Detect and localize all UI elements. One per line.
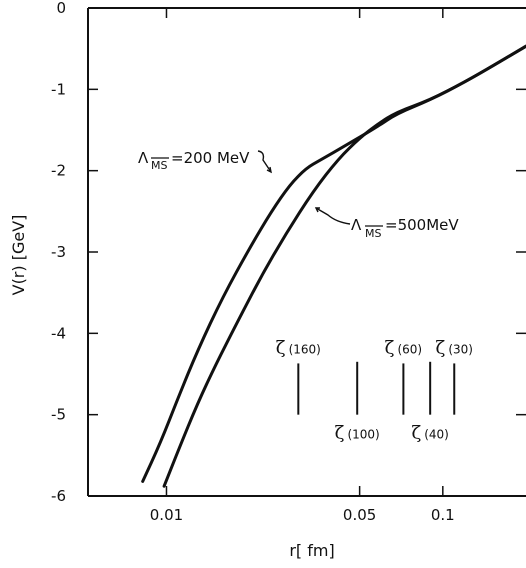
x-tick-label-2: 0.1 [431, 506, 455, 524]
zeta-symbol-0: ζ [276, 337, 286, 358]
zeta-symbol-4: ζ [436, 337, 446, 358]
y-tick-label-1: -1 [51, 80, 66, 98]
y-tick-label-5: -5 [51, 406, 66, 424]
x-axis-title: r[ fm] [289, 541, 334, 560]
annotation-500mev-lambda: Λ [351, 216, 362, 234]
annotation-200mev-lambda: Λ [138, 149, 149, 167]
series-layer [141, 44, 526, 488]
y-axis-title: V(r) [GeV] [9, 215, 28, 296]
zeta-number-2: (60) [397, 342, 422, 356]
x-tick-label-1: 0.05 [343, 506, 376, 524]
zeta-symbol-1: ζ [335, 423, 345, 444]
zeta-number-4: (30) [448, 342, 473, 356]
zeta-number-0: (160) [289, 342, 321, 356]
zeta-symbol-2: ζ [385, 337, 395, 358]
series-line-500mev [162, 44, 526, 488]
y-tick-label-4: -4 [51, 324, 66, 342]
zeta-number-3: (40) [424, 428, 449, 442]
zeta-marker-label-1: ζ (100) [335, 423, 380, 444]
annotation-200mev: Λ MS =200 MeV [138, 149, 272, 174]
zeta-number-1: (100) [347, 428, 379, 442]
plot-frame [87, 7, 526, 497]
y-tick-label-2: -2 [51, 162, 66, 180]
y-tick-label-0: 0 [56, 0, 66, 17]
zeta-marker-label-4: ζ (30) [436, 337, 473, 358]
zeta-marker-label-0: ζ (160) [276, 337, 321, 358]
zeta-marker-label-2: ζ (60) [385, 337, 422, 358]
zeta-symbol-3: ζ [411, 423, 421, 444]
zeta-markers: ζ (160)ζ (100)ζ (60)ζ (40)ζ (30) [276, 337, 473, 443]
zeta-marker-label-3: ζ (40) [411, 423, 448, 444]
annotation-200mev-text: =200 MeV [171, 149, 250, 167]
annotation-500mev: Λ MS =500MeV [314, 207, 459, 240]
series-line-200mev [141, 44, 526, 483]
x-tick-label-0: 0.01 [150, 506, 183, 524]
annotation-500mev-subscript: MS [365, 227, 381, 240]
annotation-200mev-subscript: MS [151, 159, 167, 172]
y-tick-label-6: -6 [51, 487, 66, 505]
y-tick-label-3: -3 [51, 243, 66, 261]
annotation-500mev-text: =500MeV [385, 216, 459, 234]
axis-ticks: 0 -1 -2 -3 -4 -5 -6 0.01 0.05 0.1 [51, 0, 526, 524]
